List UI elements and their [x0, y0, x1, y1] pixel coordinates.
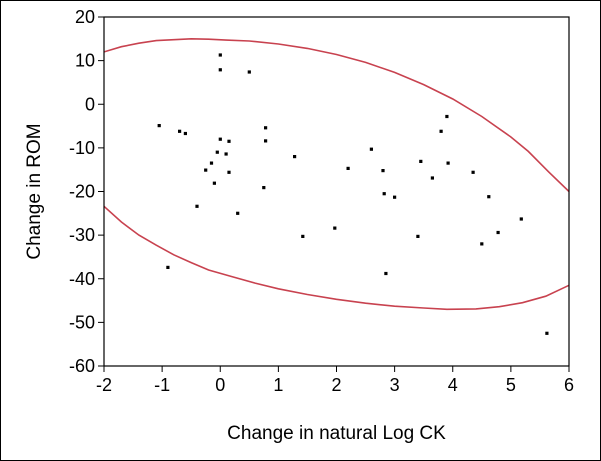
scatter-point: [236, 211, 240, 215]
y-axis-title: Change in ROM: [24, 123, 45, 259]
scatter-point: [496, 230, 500, 235]
scatter-point: [157, 124, 161, 128]
x-tick-label: 2: [331, 375, 341, 395]
x-tick-label: 6: [564, 375, 574, 395]
x-tick-label: 0: [215, 375, 225, 395]
scatter-point: [430, 176, 434, 180]
scatter-point: [381, 169, 385, 173]
ellipse-lower-arc: [104, 205, 569, 311]
y-tick-label: -60: [69, 356, 95, 376]
scatter-point: [264, 126, 268, 130]
y-tick-label: -20: [69, 182, 95, 202]
scatter-point: [419, 159, 423, 163]
scatter-point: [346, 166, 350, 170]
y-tick-label: 0: [85, 94, 95, 114]
scatter-point: [204, 168, 208, 172]
scatter-point: [393, 195, 397, 199]
plot-area: [103, 16, 570, 367]
scatter-point: [416, 234, 420, 238]
scatter-point: [264, 139, 268, 143]
x-tick-label: 5: [506, 375, 516, 395]
scatter-point: [382, 192, 386, 196]
scatter-point: [333, 226, 337, 230]
scatter-point: [247, 70, 251, 74]
scatter-point: [439, 129, 443, 133]
scatter-point: [178, 129, 182, 133]
scatter-point: [227, 170, 231, 174]
scatter-point: [227, 139, 231, 143]
scatter-point: [480, 242, 484, 246]
y-tick-label: -40: [69, 269, 95, 289]
scatter-point: [445, 114, 449, 119]
y-tick-label: -50: [69, 312, 95, 332]
plot-layer: [104, 37, 569, 335]
scatter-point: [218, 53, 222, 57]
scatter-point: [262, 186, 266, 190]
y-tick-label: -30: [69, 225, 95, 245]
scatter-point: [195, 204, 199, 208]
scatter-point: [369, 147, 373, 151]
scatter-point: [446, 161, 450, 165]
x-axis-title: Change in natural Log CK: [227, 423, 446, 444]
x-tick-label: -2: [96, 375, 112, 395]
y-tick-label: 20: [75, 7, 95, 27]
x-tick-label: 4: [448, 375, 458, 395]
scatter-point: [218, 68, 222, 72]
ellipse-upper-arc: [104, 37, 569, 193]
scatter-point: [487, 195, 491, 199]
scatter-point: [166, 265, 170, 269]
scatter-point: [215, 150, 219, 154]
scatter-point: [212, 181, 216, 185]
scatter-point: [471, 170, 475, 174]
y-tick-label: -10: [69, 138, 95, 158]
scatter-point: [209, 161, 214, 165]
scatter-point: [519, 217, 523, 221]
scatter-point: [545, 331, 549, 335]
x-tick-label: 3: [390, 375, 400, 395]
x-tick-label: -1: [154, 375, 170, 395]
scatter-point: [301, 234, 305, 238]
scatter-point: [224, 152, 228, 156]
scatter-point: [293, 155, 297, 159]
scatter-point: [218, 137, 222, 141]
scatter-point: [384, 271, 388, 276]
x-tick-label: 1: [273, 375, 283, 395]
scatter-point: [183, 131, 187, 136]
y-tick-label: 10: [75, 51, 95, 71]
